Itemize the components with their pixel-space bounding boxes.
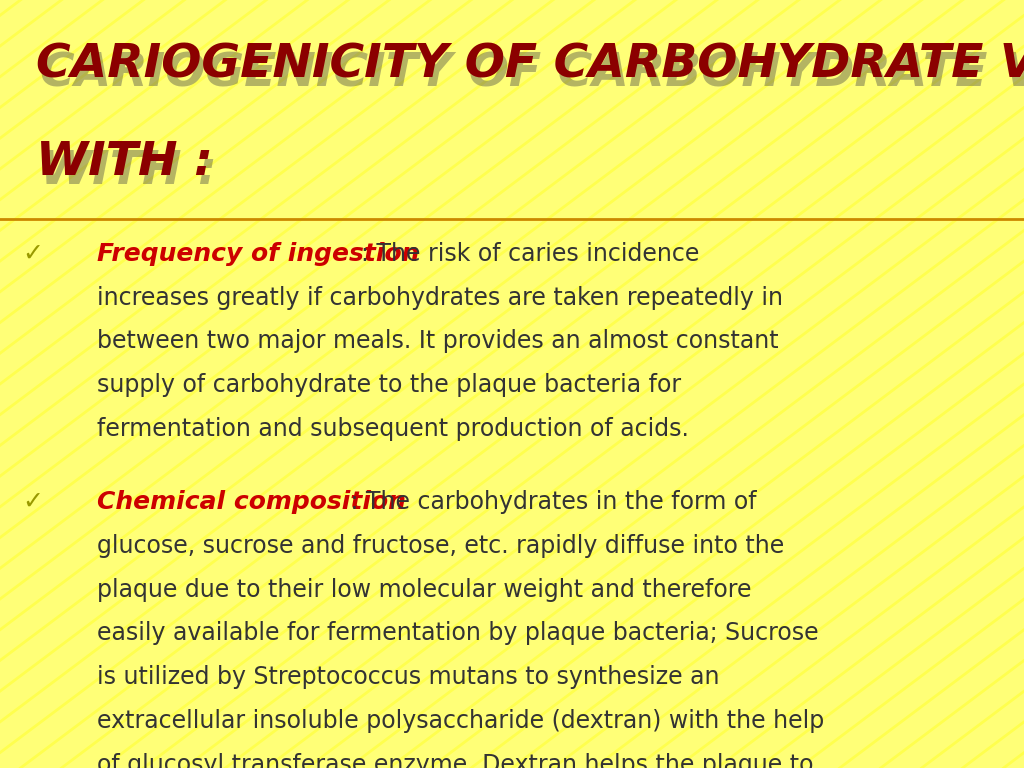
Text: Frequency of ingestion: Frequency of ingestion (97, 242, 420, 266)
Text: increases greatly if carbohydrates are taken repeatedly in: increases greatly if carbohydrates are t… (97, 286, 783, 310)
Text: is utilized by Streptococcus mutans to synthesize an: is utilized by Streptococcus mutans to s… (97, 665, 720, 689)
Text: supply of carbohydrate to the plaque bacteria for: supply of carbohydrate to the plaque bac… (97, 373, 681, 397)
Text: between two major meals. It provides an almost constant: between two major meals. It provides an … (97, 329, 779, 353)
Text: WITH :: WITH : (36, 140, 213, 185)
Text: fermentation and subsequent production of acids.: fermentation and subsequent production o… (97, 417, 689, 441)
Text: ✓: ✓ (23, 242, 44, 266)
Text: : The carbohydrates in the form of: : The carbohydrates in the form of (343, 490, 757, 514)
Text: ✓: ✓ (23, 490, 44, 514)
Text: CARIOGENICITY OF CARBOHYDRATE VARIES: CARIOGENICITY OF CARBOHYDRATE VARIES (36, 42, 1024, 88)
Text: Chemical composition: Chemical composition (97, 490, 407, 514)
Text: CARIOGENICITY OF CARBOHYDRATE VARIES: CARIOGENICITY OF CARBOHYDRATE VARIES (40, 51, 1024, 97)
Text: of glucosyl transferase enzyme. Dextran helps the plaque to: of glucosyl transferase enzyme. Dextran … (97, 753, 814, 768)
Text: extracellular insoluble polysaccharide (dextran) with the help: extracellular insoluble polysaccharide (… (97, 709, 824, 733)
Text: plaque due to their low molecular weight and therefore: plaque due to their low molecular weight… (97, 578, 752, 601)
Text: WITH :: WITH : (40, 149, 217, 194)
Text: glucose, sucrose and fructose, etc. rapidly diffuse into the: glucose, sucrose and fructose, etc. rapi… (97, 534, 784, 558)
Text: easily available for fermentation by plaque bacteria; Sucrose: easily available for fermentation by pla… (97, 621, 819, 645)
Text: : The risk of caries incidence: : The risk of caries incidence (361, 242, 699, 266)
